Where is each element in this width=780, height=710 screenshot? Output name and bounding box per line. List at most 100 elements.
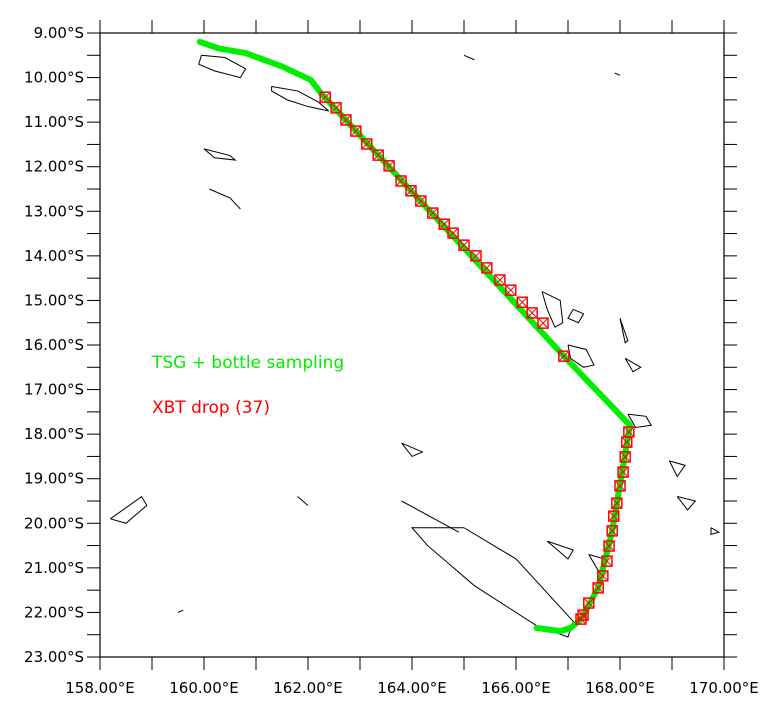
coastline: [668, 460, 686, 478]
y-tick-label: 21.00°S: [24, 559, 84, 577]
coastline: [627, 413, 653, 428]
coastline: [567, 344, 595, 368]
xbt-marker: [558, 350, 570, 362]
xbt-cross: [373, 150, 383, 160]
xbt-marker: [319, 91, 331, 103]
xbt-square: [405, 185, 417, 197]
xbt-marker: [395, 175, 407, 187]
coastline: [567, 308, 585, 324]
xbt-marker: [372, 149, 384, 161]
coastline: [546, 540, 574, 560]
xbt-marker: [470, 250, 482, 262]
xbt-marker: [606, 525, 618, 537]
xbt-marker: [481, 262, 493, 274]
xbt-square: [583, 597, 595, 609]
coastline: [710, 527, 721, 536]
coastline: [198, 54, 247, 79]
xbt-cross: [341, 115, 351, 125]
xbt-square: [494, 274, 506, 286]
xbt-cross: [624, 427, 634, 437]
xbt-marker: [601, 555, 613, 567]
xbt-cross: [620, 452, 630, 462]
y-tick-label: 15.00°S: [24, 291, 84, 309]
xbt-square: [427, 207, 439, 219]
xbt-marker: [340, 114, 352, 126]
xbt-square: [608, 510, 620, 522]
xbt-cross: [593, 583, 603, 593]
xbt-square: [447, 227, 459, 239]
xbt-square: [619, 451, 631, 463]
xbt-square: [601, 555, 613, 567]
y-tick-label: 18.00°S: [24, 425, 84, 443]
coastline: [203, 148, 237, 161]
coastline: [110, 495, 148, 524]
coastline: [297, 496, 309, 506]
xbt-marker: [608, 510, 620, 522]
xbt-marker: [537, 317, 549, 329]
xbt-marker: [458, 239, 470, 251]
xbt-cross: [602, 556, 612, 566]
xbt-square: [415, 195, 427, 207]
xbt-cross: [331, 103, 341, 113]
xbt-cross: [612, 498, 622, 508]
xbt-square: [340, 114, 352, 126]
y-tick-label: 20.00°S: [24, 514, 84, 532]
xbt-square: [603, 540, 615, 552]
xbt-square: [350, 125, 362, 137]
xbt-marker: [383, 160, 395, 172]
xbt-square: [611, 497, 623, 509]
xbt-cross: [615, 481, 625, 491]
xbt-square: [330, 102, 342, 114]
xbt-square: [481, 262, 493, 274]
xbt-cross: [506, 285, 516, 295]
xbt-cross: [598, 571, 608, 581]
xbt-cross: [618, 467, 628, 477]
xbt-marker: [623, 426, 635, 438]
coastline: [614, 72, 621, 76]
xbt-marker: [350, 125, 362, 137]
coastline: [676, 496, 697, 511]
xbt-cross: [416, 196, 426, 206]
xbt-marker: [415, 195, 427, 207]
xbt-square: [438, 218, 450, 230]
coastline: [624, 357, 642, 373]
xbt-marker: [447, 227, 459, 239]
xbt-square: [372, 149, 384, 161]
xbt-square: [575, 613, 587, 625]
xbt-marker: [516, 296, 528, 308]
track-line: [196, 38, 633, 635]
xbt-cross: [362, 139, 372, 149]
xbt-cross: [607, 526, 617, 536]
coastline: [410, 527, 574, 638]
xbt-marker: [617, 466, 629, 478]
xbt-cross: [609, 511, 619, 521]
x-tick-label: 166.00°E: [481, 679, 550, 697]
xbt-square: [319, 91, 331, 103]
xbt-cross: [428, 208, 438, 218]
xbt-cross: [396, 176, 406, 186]
xbt-square: [597, 570, 609, 582]
xbt-cross: [517, 297, 527, 307]
legend-xbt: XBT drop (37): [152, 398, 270, 418]
y-tick-label: 10.00°S: [24, 69, 84, 87]
coastline: [463, 54, 475, 61]
coastline: [271, 85, 330, 112]
xbt-square: [621, 436, 633, 448]
xbt-square: [614, 480, 626, 492]
xbt-marker: [597, 570, 609, 582]
x-tick-label: 170.00°E: [689, 679, 758, 697]
coastline: [177, 609, 184, 613]
xbt-cross: [351, 126, 361, 136]
y-tick-label: 12.00°S: [24, 158, 84, 176]
y-tick-label: 22.00°S: [24, 603, 84, 621]
xbt-marker: [603, 540, 615, 552]
xbt-marker: [611, 497, 623, 509]
y-tick-label: 16.00°S: [24, 336, 84, 354]
xbt-marker: [361, 138, 373, 150]
xbt-cross: [471, 251, 481, 261]
plot-frame: [99, 32, 725, 658]
xbt-marker: [575, 613, 587, 625]
xbt-cross: [622, 437, 632, 447]
xbt-square: [395, 175, 407, 187]
